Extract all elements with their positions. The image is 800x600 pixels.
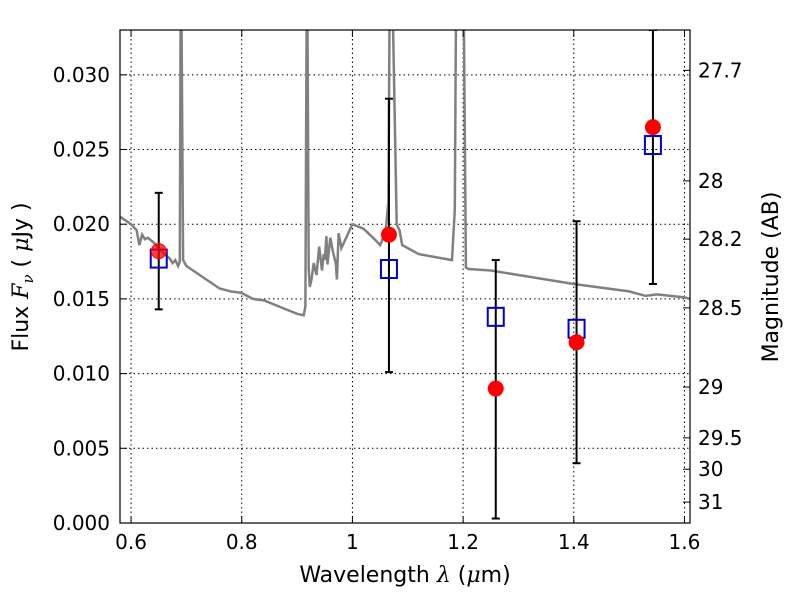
- error-bars: [154, 30, 657, 520]
- x-axis-title: Wavelength λ (μm): [299, 563, 510, 588]
- magnitude-axis-title: Magnitude (AB): [759, 192, 784, 363]
- plot-frame: [119, 29, 691, 524]
- model-photometry-square: [643, 135, 662, 156]
- y-tick-label: 0.020: [53, 212, 110, 236]
- model-photometry-square: [486, 306, 505, 327]
- x-tick-label: 0.8: [226, 530, 258, 554]
- x-tick-label: 0.6: [115, 530, 147, 554]
- plot-area: [120, 30, 690, 520]
- model-photometry-markers: [149, 135, 662, 339]
- magnitude-axis-ticks: 27.7 28 28.2 28.5 29 29.5 30 31: [683, 58, 743, 514]
- x-tick-label: 1.2: [447, 530, 479, 554]
- x-tick-label: 1.4: [558, 530, 590, 554]
- y-axis-title: Flux Fν ( μJy ): [9, 202, 37, 351]
- magnitude-tick-label: 27.7: [698, 58, 743, 82]
- model-photometry-square: [379, 259, 398, 280]
- observed-flux-point: [380, 226, 397, 243]
- x-tick-label: 1.6: [669, 530, 701, 554]
- magnitude-tick-label: 29.5: [698, 426, 743, 450]
- y-tick-label: 0.030: [53, 63, 110, 87]
- y-axis-ticks: 0.000 0.005 0.010 0.015 0.020 0.025 0.030: [53, 63, 127, 535]
- magnitude-tick-label: 28: [698, 169, 723, 193]
- magnitude-tick-label: 28.5: [698, 296, 743, 320]
- observed-flux-point: [487, 380, 504, 397]
- observed-flux-point: [150, 243, 167, 260]
- observed-flux-markers: [150, 119, 661, 397]
- y-tick-label: 0.025: [53, 138, 110, 162]
- y-tick-label: 0.005: [53, 436, 110, 460]
- magnitude-tick-label: 30: [698, 457, 723, 481]
- magnitude-tick-label: 28.2: [698, 227, 743, 251]
- model-spectrum-line: [120, 30, 690, 317]
- observed-flux-point: [644, 119, 661, 136]
- y-tick-label: 0.010: [53, 362, 110, 386]
- y-tick-label: 0.000: [53, 511, 110, 535]
- observed-flux-point: [568, 334, 585, 351]
- magnitude-tick-label: 29: [698, 375, 723, 399]
- x-tick-label: 1: [346, 530, 359, 554]
- y-tick-label: 0.015: [53, 287, 110, 311]
- x-axis-ticks: 0.6 0.8 1 1.2 1.4 1.6: [115, 30, 700, 554]
- magnitude-tick-label: 31: [698, 490, 723, 514]
- grid-lines: [120, 30, 690, 524]
